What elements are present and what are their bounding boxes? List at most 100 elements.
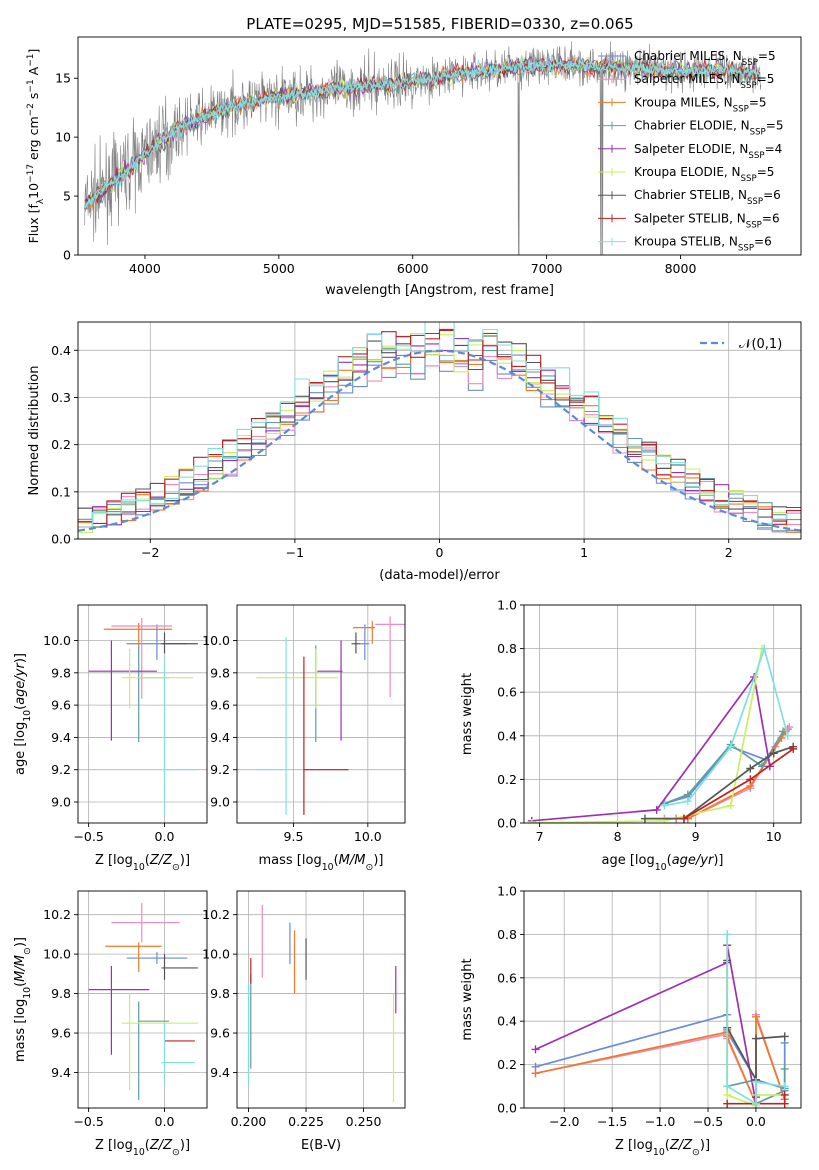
y-tick-label: 0.4 [51, 343, 71, 358]
y-tick-label: 0.4 [497, 1014, 517, 1029]
y-tick-label: 9.0 [51, 795, 71, 810]
y-tick-label: 10 [55, 130, 71, 145]
plot-area [527, 644, 798, 823]
legend-label-5: Kroupa ELODIE, NSSP=5 [634, 165, 774, 184]
plot-area [256, 616, 405, 815]
y-tick-label: 0.1 [51, 484, 71, 499]
x-tick-label: 9.5 [284, 829, 304, 844]
y-tick-label: 9.4 [51, 730, 71, 745]
y-tick-label: 0.2 [497, 772, 517, 787]
weight-marker-8 [780, 1082, 789, 1091]
x-tick-label: 10 [766, 829, 782, 844]
legend-label-1: Salpeter MILES, NSSP=5 [634, 72, 774, 91]
y-tick-label: 0.0 [51, 532, 71, 547]
y-tick-label: 0.8 [497, 927, 517, 942]
legend-label-6: Chabrier STELIB, NSSP=6 [634, 188, 781, 207]
legend-normal-label: 𝒩(0,1) [739, 337, 782, 352]
y-tick-label: 0 [63, 248, 71, 263]
x-tick-label: 7000 [531, 261, 563, 276]
y-axis-label: Normed distribution [27, 366, 42, 496]
y-axis-label: Flux [fλ10−17 erg cm−2 s−1 A−1] [26, 49, 46, 244]
model-spectrum-line-6 [84, 57, 760, 209]
histogram-step-3 [78, 340, 801, 532]
y-tick-label: 10.2 [43, 907, 71, 922]
weight-marker-6 [640, 814, 649, 823]
y-tick-label: 10.0 [43, 947, 71, 962]
y-tick-label: 0.0 [497, 1101, 517, 1116]
legend-label-3: Chabrier ELODIE, NSSP=5 [634, 119, 783, 138]
x-axis-label: Z [log10(Z/Z⊙)] [615, 1138, 710, 1158]
y-axis-label: age [log10(age/yr)] [13, 653, 33, 775]
axes-frame [523, 890, 802, 1109]
legend-label-2: Kroupa MILES, NSSP=5 [634, 95, 767, 114]
axes-frame [77, 604, 208, 824]
plot-area [78, 322, 801, 533]
y-tick-label: 15 [55, 71, 71, 86]
x-tick-label: 8 [614, 829, 622, 844]
weight-marker-7 [780, 1090, 789, 1099]
y-axis-label: mass weight [460, 958, 475, 1040]
x-tick-label: 0.0 [155, 1114, 175, 1129]
y-tick-label: 0.6 [497, 970, 517, 985]
x-axis-label: Z [log10(Z/Z⊙)] [95, 853, 190, 873]
x-tick-label: −0.5 [693, 1114, 723, 1129]
weight-line-8 [664, 645, 789, 807]
weight-line-4 [531, 674, 771, 822]
weight-line-2 [535, 1016, 786, 1105]
plot-area [88, 902, 198, 1101]
y-tick-label: 1.0 [497, 598, 517, 613]
y-tick-label: 0.0 [497, 816, 517, 831]
histogram-step-8 [78, 322, 801, 528]
model-spectrum-line-kroupa-stelib [84, 59, 762, 210]
x-tick-label: −0.5 [73, 1114, 103, 1129]
x-tick-label: 5000 [263, 261, 295, 276]
y-tick-label: 9.6 [210, 698, 230, 713]
x-tick-label: 6000 [397, 261, 429, 276]
x-tick-label: 8000 [665, 261, 697, 276]
spectrum-panel: 4000 5000 6000 7000 8000 0 5 10 15 wavelength [An… [26, 36, 802, 298]
x-axis-label: (data-model)/error [379, 568, 500, 583]
x-tick-label: 0 [436, 545, 444, 560]
weight-marker-6 [769, 749, 778, 758]
histogram-step-7 [78, 329, 801, 528]
legend-label-0: Chabrier MILES, NSSP=5 [634, 49, 776, 68]
y-tick-label: 9.4 [51, 1065, 71, 1080]
y-tick-label: 0.4 [497, 728, 517, 743]
x-tick-label: −2.0 [549, 1114, 579, 1129]
weight-marker-4 [531, 1045, 540, 1054]
x-tick-label: 4000 [129, 261, 161, 276]
y-tick-label: 9.4 [210, 1065, 230, 1080]
age-vs-mass-panel: 9.5 10.0 9.0 9.2 9.4 9.6 9.8 10.0 mass [log10(M/… [202, 604, 406, 873]
axes-frame [236, 604, 406, 824]
age-vs-metallicity-panel: −0.5 0.0 9.0 9.2 9.4 9.6 9.8 10.0 Z [log10(Z/Z⊙)… [13, 604, 208, 873]
y-tick-label: 9.8 [51, 665, 71, 680]
y-tick-label: 1.0 [497, 884, 517, 899]
y-tick-label: 10.2 [202, 907, 230, 922]
x-tick-label: 0.0 [155, 829, 175, 844]
x-tick-label: 0.250 [346, 1114, 382, 1129]
y-tick-label: 9.6 [51, 698, 71, 713]
weight-marker-5 [726, 801, 735, 810]
y-tick-label: 9.2 [210, 762, 230, 777]
y-tick-label: 9.6 [210, 1026, 230, 1041]
spectrum-legend: Chabrier MILES, NSSP=5 Salpeter MILES, NS… [598, 49, 783, 254]
x-tick-label: −2 [141, 545, 159, 560]
x-axis-label: wavelength [Angstrom, rest frame] [325, 283, 554, 298]
weight-marker-8 [783, 731, 792, 740]
weight-marker-7 [723, 1099, 732, 1108]
x-tick-label: −1 [286, 545, 304, 560]
axes-frame [523, 604, 802, 824]
weight-marker-6 [751, 1034, 760, 1043]
y-tick-label: 9.6 [51, 1026, 71, 1041]
weight-marker-6 [746, 764, 755, 773]
weight-marker-7 [679, 814, 688, 823]
mass-vs-ebv-panel: 0.200 0.225 0.250 9.4 9.6 9.8 10.0 10.2 E(B-V) [202, 890, 406, 1153]
weight-marker-7 [780, 1099, 789, 1108]
weight-marker-1 [785, 723, 794, 732]
histogram-step-5 [78, 332, 801, 533]
axes-frame [77, 36, 802, 256]
y-tick-label: 9.4 [210, 730, 230, 745]
x-tick-label: −1.5 [597, 1114, 627, 1129]
x-tick-label: 0.225 [288, 1114, 324, 1129]
